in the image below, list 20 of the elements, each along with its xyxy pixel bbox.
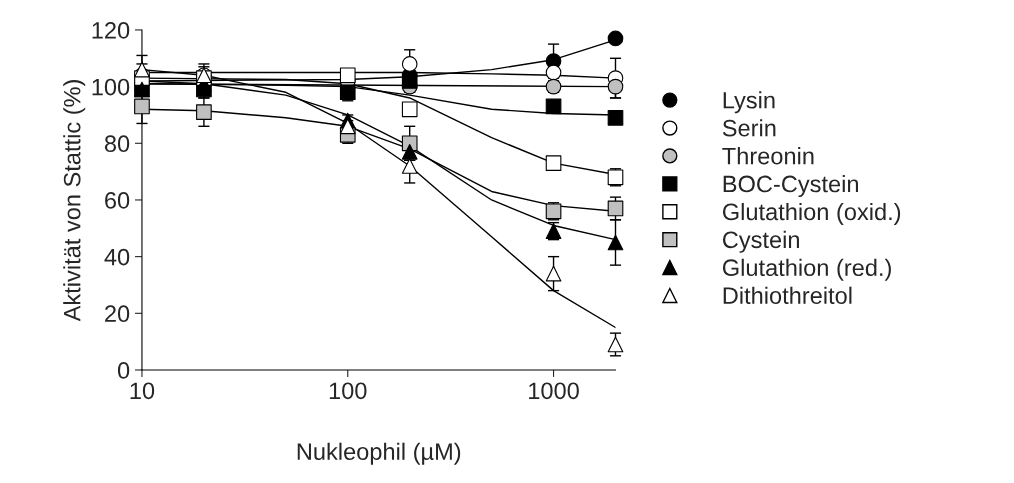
x-tick-label: 1000 bbox=[529, 382, 579, 400]
y-tick-label: 20 bbox=[105, 305, 130, 323]
legend-label: BOC-Cystein bbox=[723, 175, 858, 198]
legend-label: Glutathion (red.) bbox=[722, 258, 891, 281]
x-tick-label: 10 bbox=[130, 382, 155, 400]
legend-label: Dithiothreitol bbox=[723, 286, 852, 304]
legend-label: Serin bbox=[722, 119, 776, 137]
y-tick-label: 40 bbox=[104, 248, 130, 266]
y-axis-title: Aktivität von Stattic (%) bbox=[63, 80, 86, 322]
legend-label: Threonin bbox=[722, 147, 814, 165]
y-tick-label: 60 bbox=[105, 192, 130, 209]
y-tick-label: 120 bbox=[92, 22, 130, 39]
x-axis-title: Nukleophil (µM) bbox=[297, 442, 461, 465]
legend-label: Lysin bbox=[723, 91, 775, 114]
y-tick-label: 100 bbox=[92, 78, 130, 96]
x-tick-label: 100 bbox=[329, 382, 367, 400]
y-tick-label: 0 bbox=[117, 362, 130, 379]
legend-label: Cystein bbox=[722, 230, 799, 253]
y-tick-label: 80 bbox=[104, 135, 130, 153]
legend-label: Glutathion (oxid.) bbox=[722, 202, 901, 225]
